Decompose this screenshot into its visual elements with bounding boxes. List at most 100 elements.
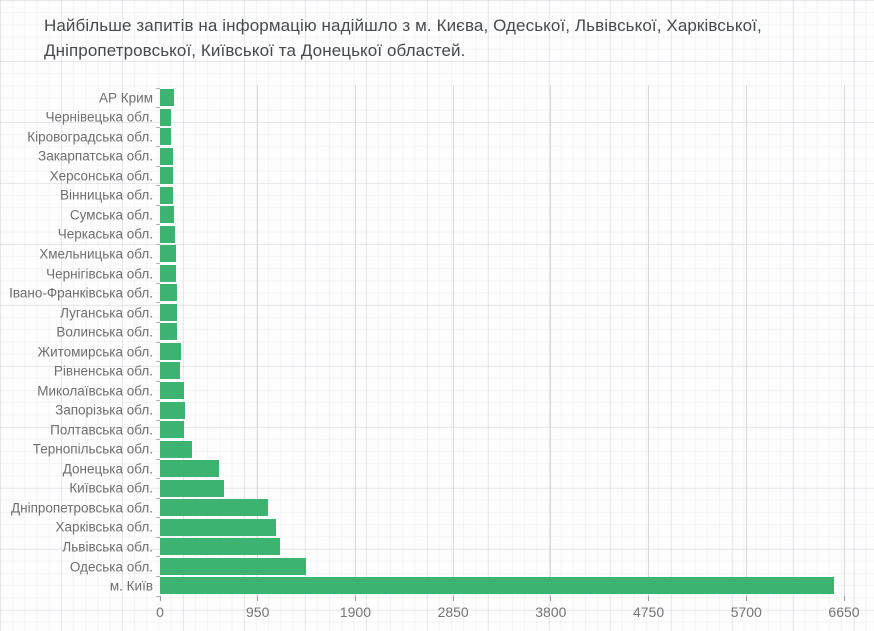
bar-row: Закарпатська обл.	[38, 147, 844, 167]
category-label: Полтавська обл.	[50, 422, 153, 438]
category-label: м. Київ	[109, 578, 153, 594]
x-axis-tick-label: 0	[156, 604, 164, 620]
x-axis-tick-label: 950	[246, 604, 270, 620]
bar[interactable]	[160, 206, 175, 224]
bar[interactable]	[160, 323, 177, 341]
bar-row: Донецька обл.	[63, 459, 844, 479]
chart-gridline	[452, 85, 454, 596]
bar[interactable]	[160, 401, 186, 419]
x-axis-tick	[648, 596, 650, 601]
bar-row: Волинська обл.	[56, 322, 844, 342]
bar[interactable]	[160, 518, 277, 536]
x-axis-tick-label: 6650	[828, 604, 860, 620]
bar-row: Київська обл.	[69, 479, 844, 499]
category-label: Харківська обл.	[55, 519, 153, 535]
bar[interactable]	[160, 440, 193, 458]
bar[interactable]	[160, 342, 181, 360]
category-label: Черкаська обл.	[57, 226, 153, 242]
x-axis-tick	[843, 596, 845, 601]
bar[interactable]	[160, 499, 268, 517]
y-axis-tick	[156, 341, 160, 343]
bar[interactable]	[160, 89, 175, 107]
category-label: Дніпропетровська обл.	[10, 500, 153, 516]
x-axis-tick-label: 5700	[730, 604, 762, 620]
bar-row: Черкаська обл.	[58, 225, 844, 245]
category-label: Миколаївська обл.	[37, 383, 153, 399]
bar[interactable]	[160, 381, 184, 399]
bar-row: Сумська обл.	[70, 205, 844, 225]
bar[interactable]	[160, 245, 176, 263]
x-axis-tick	[354, 596, 356, 601]
bar-row: Херсонська обл.	[50, 166, 844, 186]
y-axis-tick	[156, 536, 160, 538]
bar-row: Полтавська обл.	[50, 420, 844, 440]
bar-row: Одеська обл.	[70, 557, 844, 577]
x-axis-tick	[745, 596, 747, 601]
bar[interactable]	[160, 421, 184, 439]
bar[interactable]	[160, 538, 281, 556]
bar[interactable]	[160, 577, 834, 595]
category-label: Хмельницька обл.	[39, 246, 153, 262]
bar[interactable]	[160, 108, 171, 126]
y-axis-tick	[156, 146, 160, 148]
bar-row: Запорізька обл.	[55, 401, 844, 421]
x-axis-tick-label: 2850	[437, 604, 469, 620]
category-label: Кіровоградська обл.	[27, 129, 153, 145]
bar[interactable]	[160, 460, 220, 478]
bar[interactable]	[160, 362, 181, 380]
x-axis-tick	[159, 596, 161, 601]
y-axis-tick	[156, 204, 160, 206]
y-axis-tick	[156, 302, 160, 304]
y-axis-tick	[156, 556, 160, 558]
bar[interactable]	[160, 479, 224, 497]
category-label: Київська обл.	[69, 480, 153, 496]
bar-row: АР Крим	[99, 88, 844, 108]
y-axis-tick	[156, 400, 160, 402]
y-axis-tick	[156, 361, 160, 363]
category-label: Одеська обл.	[69, 559, 153, 575]
bar-row: Харківська обл.	[56, 518, 844, 538]
bar[interactable]	[160, 303, 177, 321]
chart-gridline	[550, 85, 552, 596]
y-axis-tick	[156, 282, 160, 284]
category-label: Чернігівська обл.	[46, 266, 153, 282]
chart-title-line1: Найбільше запитів на інформацію надійшло…	[44, 16, 762, 35]
y-axis-tick	[156, 107, 160, 109]
bar[interactable]	[160, 186, 174, 204]
bar-row: Житомирська обл.	[38, 342, 844, 362]
bar-row: Чернігівська обл.	[46, 264, 844, 284]
bar[interactable]	[160, 264, 176, 282]
category-label: Запорізька обл.	[55, 402, 153, 418]
category-label: Сумська обл.	[69, 207, 153, 223]
bar[interactable]	[160, 147, 174, 165]
bar[interactable]	[160, 128, 172, 146]
category-label: Рівненська обл.	[53, 363, 153, 379]
category-label: Тернопільська обл.	[32, 441, 153, 457]
bar[interactable]	[160, 167, 173, 185]
x-axis-tick	[550, 596, 552, 601]
y-axis-tick	[156, 478, 160, 480]
bar-row: Івано-Франківська обл.	[9, 283, 844, 303]
category-label: Чернівецька обл.	[45, 109, 154, 125]
y-axis-tick	[156, 497, 160, 499]
y-axis-tick	[156, 243, 160, 245]
y-axis-tick	[156, 380, 160, 382]
bar[interactable]	[160, 225, 176, 243]
y-axis-tick	[156, 185, 160, 187]
chart-gridline	[843, 85, 845, 596]
category-label: Івано-Франківська обл.	[9, 285, 153, 301]
y-axis-tick	[156, 321, 160, 323]
category-label: Закарпатська обл.	[38, 148, 153, 164]
y-axis-tick	[156, 517, 160, 519]
bar-row: Вінницька обл.	[60, 186, 844, 206]
chart-title-line2: Дніпропетровської, Київської та Донецько…	[44, 40, 466, 60]
bar[interactable]	[160, 557, 307, 575]
y-axis-tick	[156, 126, 160, 128]
category-label: Донецька обл.	[62, 461, 153, 477]
bar[interactable]	[160, 284, 177, 302]
x-axis-tick	[257, 596, 259, 601]
plot-area: АР Крим Чернівецька обл. Кіровоградська об…	[9, 85, 860, 620]
category-label: Волинська обл.	[56, 324, 153, 340]
category-label: Вінницька обл.	[60, 187, 153, 203]
